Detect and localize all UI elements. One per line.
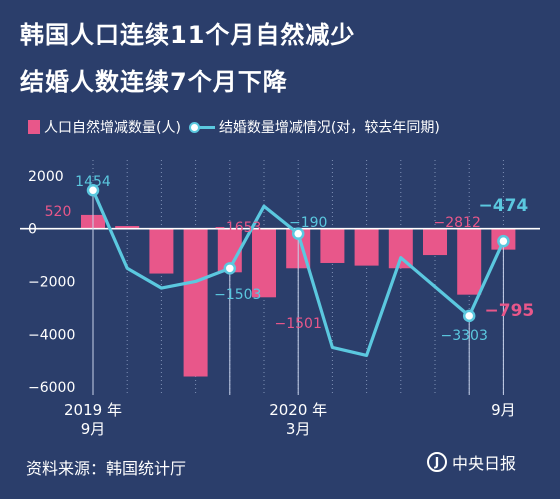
legend-bar-label: 人口自然增减数量(人): [44, 120, 181, 136]
bar: [354, 228, 379, 266]
legend-line-label: 结婚数量增减情况(对，较去年同期): [218, 120, 440, 136]
x-axis-year-label: 2020 年: [269, 401, 327, 419]
publisher-logo-icon: J: [427, 452, 447, 472]
bar: [252, 228, 276, 298]
line-marker: [497, 234, 510, 248]
bar: [423, 228, 447, 256]
bar-data-label: 520: [45, 204, 72, 220]
legend-line-swatch: [188, 121, 215, 133]
bar: [183, 228, 208, 377]
y-tick-label: −6000: [28, 380, 75, 396]
line-marker: [223, 262, 237, 275]
x-axis-month-label: 9月: [81, 420, 106, 438]
combo-chart: 2000 0 −2000 −4000 −6000 520 −1653 −1501 −2812 −7…: [20, 160, 540, 438]
line-data-label: −190: [289, 215, 327, 231]
bar: [115, 226, 140, 229]
chart-title: 韩国人口连续11个月自然减少: [20, 21, 356, 49]
bar-data-label: −1501: [275, 316, 322, 332]
line-data-label: 1454: [75, 174, 111, 190]
legend-bar-swatch: [28, 120, 40, 134]
bar: [457, 228, 482, 295]
y-tick-label: 0: [28, 222, 37, 238]
bar-data-label: −1653: [214, 220, 261, 236]
bar-data-label: −2812: [434, 215, 481, 231]
y-tick-label: 2000: [28, 169, 64, 185]
chart-subtitle: 结婚人数连续7个月下降: [20, 68, 288, 96]
x-axis-month-label: 9月: [491, 401, 516, 419]
line-data-label: −1503: [214, 287, 261, 303]
publisher-name: 中央日报: [452, 454, 517, 473]
bar: [320, 228, 345, 263]
bar: [149, 228, 174, 274]
x-axis-month-label: 3月: [286, 420, 311, 438]
publisher-logo: J 中央日报: [427, 450, 516, 474]
line-marker: [86, 184, 100, 197]
y-tick-label: −2000: [28, 274, 75, 290]
line-data-label: −474: [479, 196, 529, 216]
bar-data-label: −795: [485, 301, 535, 321]
line-marker: [291, 227, 305, 240]
y-tick-label: −4000: [28, 327, 75, 343]
source-note: 资料来源：韩国统计厅: [26, 459, 187, 478]
x-axis-year-label: 2019 年: [64, 401, 122, 419]
line-marker: [462, 309, 476, 323]
legend: 人口自然增减数量(人) 结婚数量增减情况(对，较去年同期): [28, 117, 440, 137]
line-data-label: −3303: [441, 328, 488, 344]
